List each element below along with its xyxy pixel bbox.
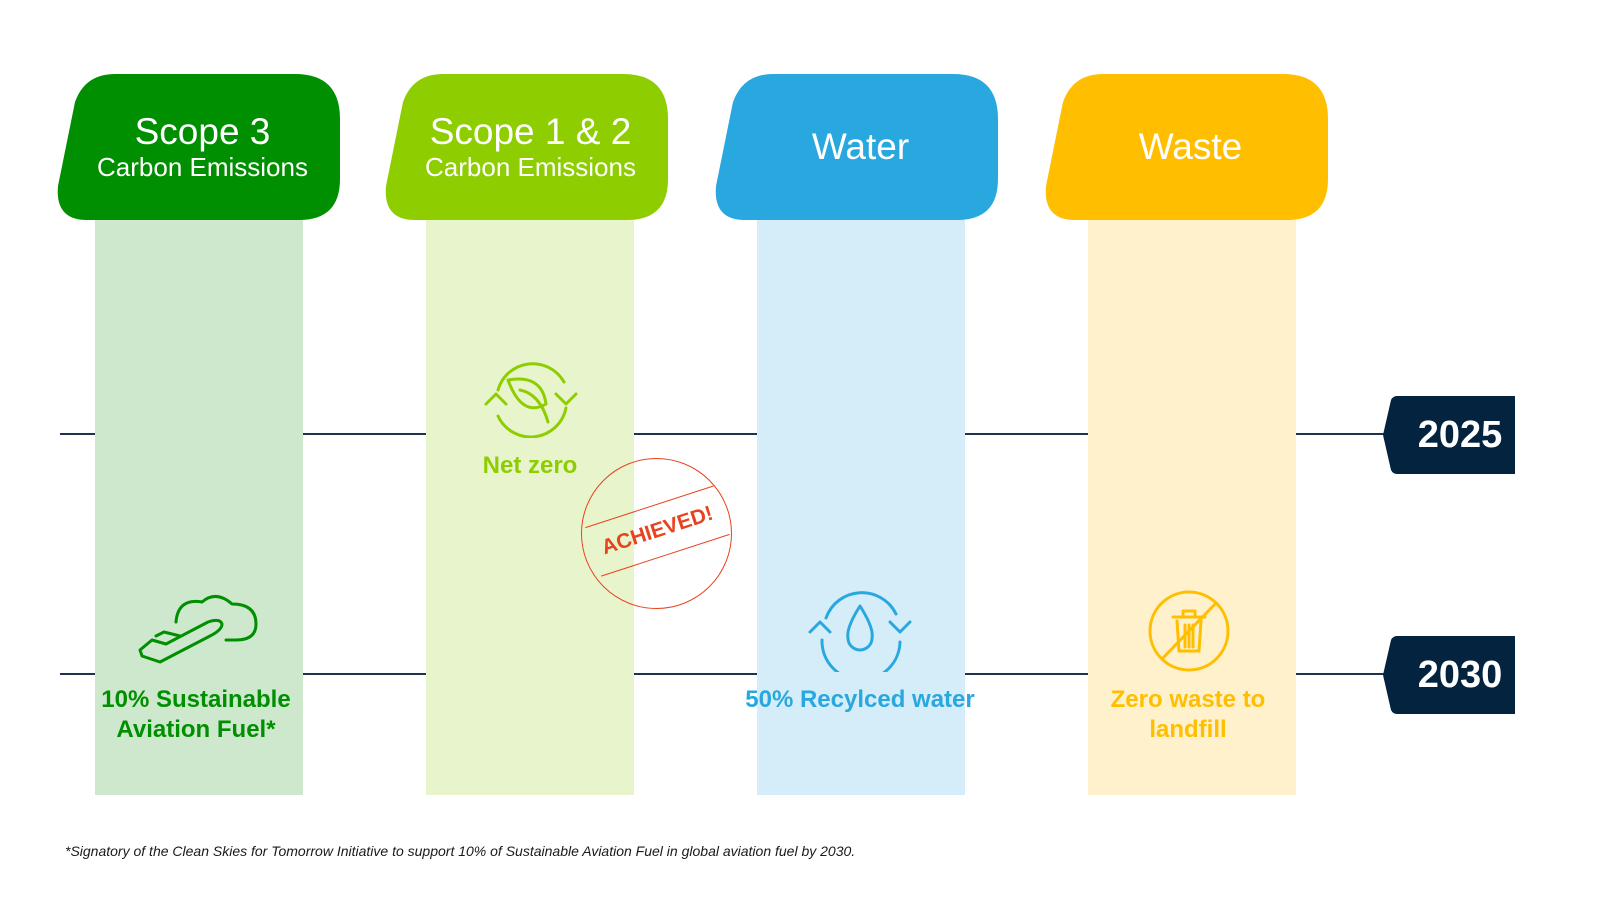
scope3-column (95, 219, 303, 795)
year-tag-2025: 2025 (1383, 396, 1515, 474)
year-2025: 2025 (1417, 413, 1503, 456)
timeline-2030-line (60, 673, 1390, 675)
timeline-2025-line (60, 433, 1390, 435)
achieved-stamp-text: ACHIEVED! (585, 485, 730, 577)
scope12-header: Scope 1 & 2 Carbon Emissions (383, 74, 668, 220)
water-2030-goal: 50% Recylced water (745, 686, 975, 713)
header-title: Scope 3 (134, 111, 271, 152)
water-recycle-icon (808, 591, 912, 672)
scope12-2025-goal: Net zero (482, 452, 578, 479)
waste-2030-goal: Zero waste to landfill (1110, 686, 1266, 743)
leaf-recycle-icon (484, 362, 578, 438)
water-header: Water (713, 74, 998, 220)
year-tag-2030: 2030 (1383, 636, 1515, 714)
scope3-2030-goal: 10% Sustainable Aviation Fuel* (101, 686, 291, 743)
waste-header: Waste (1043, 74, 1328, 220)
achieved-stamp: ACHIEVED! (581, 458, 732, 609)
footnote: *Signatory of the Clean Skies for Tomorr… (65, 843, 856, 859)
header-subtitle: Carbon Emissions (425, 152, 636, 182)
scope3-header: Scope 3 Carbon Emissions (55, 74, 340, 220)
year-2030: 2030 (1417, 653, 1503, 696)
water-column (757, 219, 965, 795)
header-title: Scope 1 & 2 (429, 111, 632, 152)
plane-cloud-icon (138, 595, 258, 664)
no-trash-icon (1148, 590, 1230, 672)
header-title: Water (811, 126, 910, 167)
waste-column (1088, 219, 1296, 795)
header-title: Waste (1138, 126, 1243, 167)
header-subtitle: Carbon Emissions (97, 152, 308, 182)
